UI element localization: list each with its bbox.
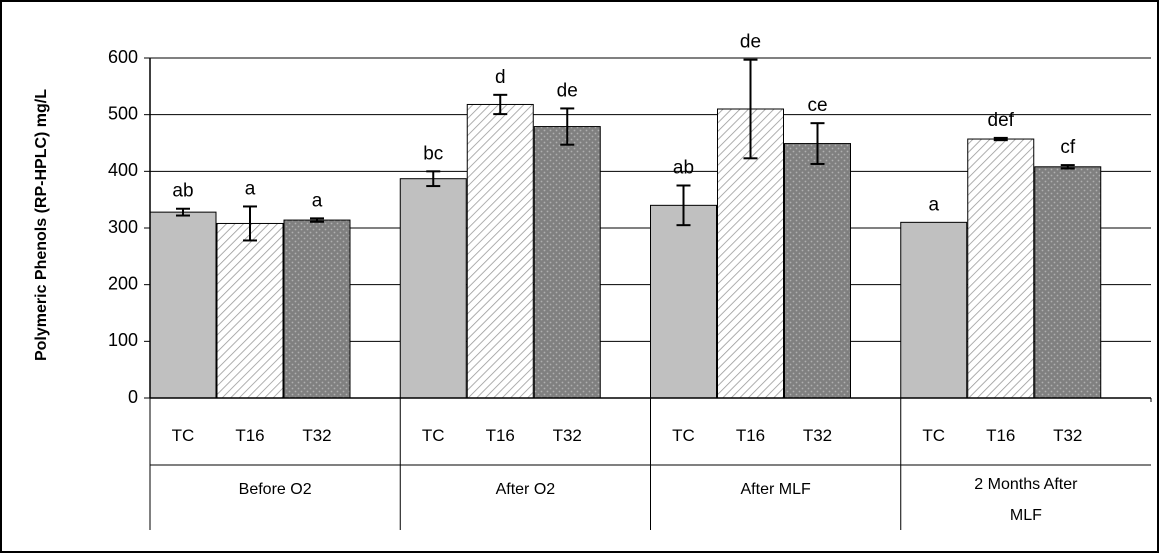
bar	[650, 204, 717, 399]
category-label: T32	[803, 426, 832, 445]
significance-label: ab	[673, 158, 694, 179]
significance-label: bc	[423, 143, 443, 164]
group-label: 2 Months After	[974, 476, 1078, 493]
group-label: Before O2	[239, 481, 312, 498]
bar	[466, 103, 534, 399]
category-label: TC	[422, 426, 445, 445]
significance-label: ce	[807, 95, 827, 116]
y-tick-label: 0	[128, 387, 138, 407]
y-tick-label: 600	[108, 47, 138, 67]
bar	[283, 219, 351, 399]
y-tick-label: 400	[108, 160, 138, 180]
significance-label: def	[988, 110, 1015, 131]
y-axis-label: Polymeric Phenols (RP-HPLC) mg/L	[33, 89, 50, 361]
category-label: TC	[672, 426, 695, 445]
group-label: After MLF	[741, 481, 811, 498]
bars	[149, 58, 1102, 399]
bar	[533, 126, 601, 399]
significance-label: de	[557, 80, 578, 101]
significance-label: ab	[172, 181, 193, 202]
significance-label: a	[928, 194, 939, 215]
bar	[784, 143, 851, 399]
y-tick-label: 300	[108, 217, 138, 237]
category-label: T32	[553, 426, 582, 445]
group-label: After O2	[496, 481, 556, 498]
category-label: TC	[922, 426, 945, 445]
significance-label: a	[245, 178, 256, 199]
significance-label: d	[495, 67, 506, 88]
y-tick-label: 100	[108, 330, 138, 350]
bar	[149, 211, 217, 399]
significance-label: a	[312, 190, 323, 211]
y-tick-label: 500	[108, 103, 138, 123]
category-label: T32	[1053, 426, 1082, 445]
bar	[1034, 166, 1102, 399]
significance-label: de	[740, 32, 761, 53]
category-label: T16	[986, 426, 1015, 445]
bar	[399, 178, 467, 399]
group-label: MLF	[1010, 507, 1042, 524]
category-label: T32	[302, 426, 331, 445]
labels: ab TC a T16 a T32 Before O2 bc TC d T16 de T32 After …	[172, 32, 1083, 524]
y-tick-label: 200	[108, 273, 138, 293]
category-label: T16	[486, 426, 515, 445]
bar	[967, 138, 1035, 399]
bar	[216, 222, 284, 399]
category-label: T16	[736, 426, 765, 445]
category-label: T16	[235, 426, 264, 445]
significance-label: cf	[1060, 137, 1076, 158]
axes: 0 100 200 300 400 500 600	[108, 47, 1152, 530]
category-label: TC	[172, 426, 195, 445]
bar	[900, 221, 968, 399]
